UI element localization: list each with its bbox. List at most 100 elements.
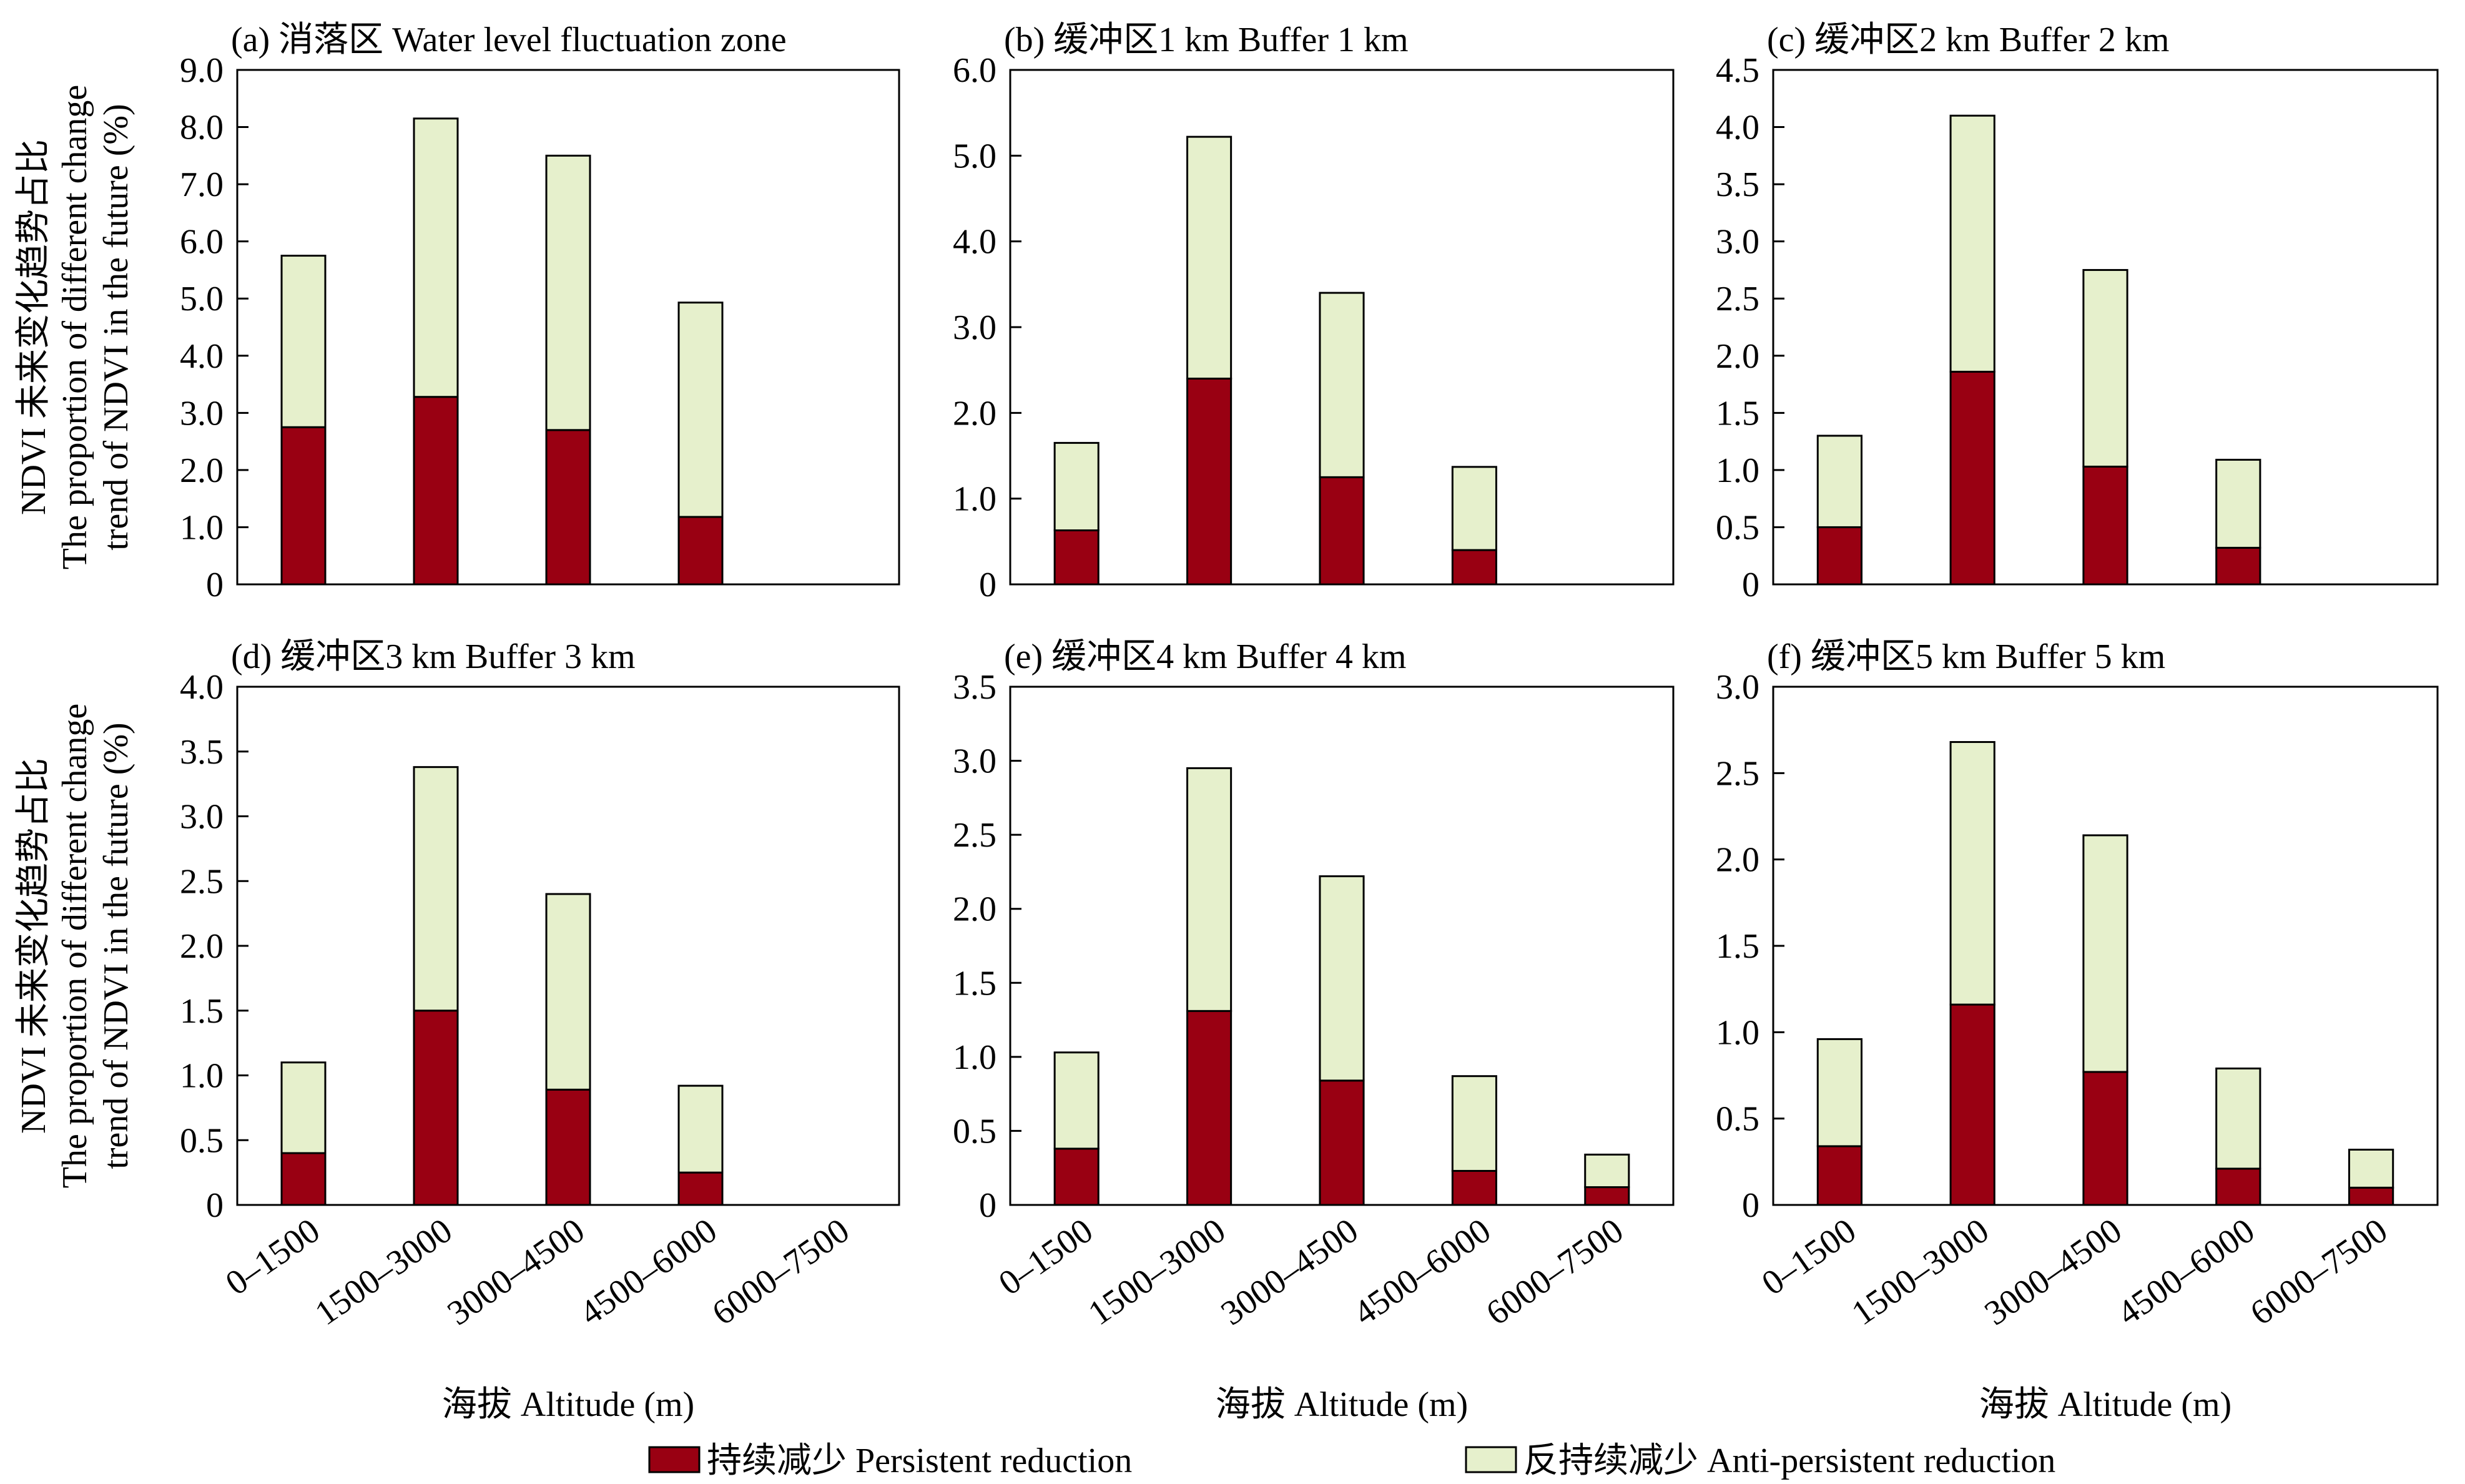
y-tick-label: 0.5 <box>953 1112 996 1151</box>
bar-persistent-reduction <box>1186 1010 1232 1206</box>
y-tick-label: 7.0 <box>180 165 224 204</box>
y-tick-label: 2.5 <box>1716 754 1759 793</box>
bar-persistent-reduction <box>2082 1071 2128 1206</box>
bar-anti-persistent-reduction <box>1319 292 1365 478</box>
legend-swatch <box>648 1446 701 1473</box>
bar-persistent-reduction <box>1949 370 1995 586</box>
chart-title: (d) 缓冲区3 km Buffer 3 km <box>231 637 636 676</box>
bar-anti-persistent-reduction <box>2082 268 2128 468</box>
bar-anti-persistent-reduction <box>1949 114 1995 373</box>
y-tick-label: 5.0 <box>180 280 224 318</box>
y-tick-label: 0.5 <box>180 1121 224 1160</box>
legend-swatch <box>1465 1446 1517 1473</box>
y-tick-label: 2.0 <box>1716 841 1759 880</box>
y-tick-label: 9.0 <box>180 51 224 90</box>
chart-panel-6: (f) 缓冲区5 km Buffer 5 km 0 0.5 1.0 1.5 2.0 2.5 3… <box>1716 637 2439 1424</box>
y-tick-label: 6.0 <box>180 223 224 262</box>
bar-persistent-reduction <box>677 516 724 586</box>
y-axis-label-line: trend of NDVI in the future (%) <box>97 722 135 1169</box>
y-tick-label: 1.5 <box>180 992 224 1031</box>
bar-persistent-reduction <box>1053 1147 1100 1206</box>
y-tick-label: 8.0 <box>180 109 224 147</box>
bar-anti-persistent-reduction <box>545 893 591 1091</box>
legend: 持续减少 Persistent reduction 反持续减少 Anti-pers… <box>648 1442 2055 1480</box>
y-tick-label: 3.0 <box>180 394 224 433</box>
bar-persistent-reduction <box>280 1152 327 1206</box>
bar-anti-persistent-reduction <box>2082 834 2128 1073</box>
bar-anti-persistent-reduction <box>413 766 459 1012</box>
chart-title: (c) 缓冲区2 km Buffer 2 km <box>1767 21 2169 59</box>
chart-title: (e) 缓冲区4 km Buffer 4 km <box>1004 637 1406 676</box>
y-tick-label: 5.0 <box>953 137 996 175</box>
chart-panel-5: (e) 缓冲区4 km Buffer 4 km 0 0.5 1.0 1.5 2.0 2.5 3… <box>953 637 1675 1424</box>
bar-anti-persistent-reduction <box>1451 466 1497 551</box>
bar-anti-persistent-reduction <box>1186 135 1232 380</box>
bar-persistent-reduction <box>1451 1169 1497 1206</box>
y-tick-label: 0 <box>206 1186 224 1225</box>
bar-anti-persistent-reduction <box>413 117 459 398</box>
bar-anti-persistent-reduction <box>2215 1067 2261 1170</box>
x-tick-label: 3000–4500 <box>1977 1211 2128 1333</box>
bar-persistent-reduction <box>413 396 459 586</box>
y-axis-label-line: trend of NDVI in the future (%) <box>97 104 135 550</box>
y-tick-label: 1.0 <box>953 480 996 519</box>
bar-anti-persistent-reduction <box>1584 1153 1630 1189</box>
x-tick-label: 0–1500 <box>219 1211 327 1303</box>
bar-anti-persistent-reduction <box>677 1084 724 1174</box>
bar-anti-persistent-reduction <box>2348 1148 2394 1189</box>
x-tick-label: 6000–7500 <box>705 1211 856 1333</box>
y-tick-label: 1.0 <box>953 1038 996 1077</box>
x-tick-label: 0–1500 <box>991 1211 1100 1303</box>
y-tick-label: 3.0 <box>180 798 224 837</box>
bar-persistent-reduction <box>1319 476 1365 586</box>
y-tick-label: 1.0 <box>1716 451 1759 490</box>
bar-persistent-reduction <box>545 1088 591 1206</box>
x-tick-label: 1500–3000 <box>1081 1211 1232 1333</box>
y-axis-label-line: The proportion of different change <box>56 85 94 569</box>
chart-title: (a) 消落区 Water level fluctuation zone <box>231 21 787 59</box>
y-tick-label: 3.5 <box>1716 165 1759 204</box>
bar-persistent-reduction <box>2215 1167 2261 1206</box>
bar-persistent-reduction <box>1816 1145 1863 1206</box>
y-tick-label: 2.0 <box>953 890 996 929</box>
x-tick-label: 3000–4500 <box>1214 1211 1365 1333</box>
y-tick-label: 3.0 <box>1716 223 1759 262</box>
bar-persistent-reduction <box>1451 549 1497 586</box>
y-tick-label: 4.0 <box>1716 109 1759 147</box>
y-axis-label-line: NDVI 未来变化趋势占比 <box>14 139 53 515</box>
bar-anti-persistent-reduction <box>1053 1051 1100 1150</box>
y-tick-label: 6.0 <box>953 51 996 90</box>
y-tick-label: 0 <box>979 566 996 604</box>
y-tick-label: 1.0 <box>180 1057 224 1096</box>
y-tick-label: 0 <box>1742 566 1759 604</box>
y-tick-label: 2.5 <box>180 862 224 901</box>
y-tick-label: 1.0 <box>1716 1013 1759 1052</box>
x-axis-label: 海拔 Altitude (m) <box>1979 1385 2231 1424</box>
y-tick-label: 0 <box>206 566 224 604</box>
x-tick-label: 6000–7500 <box>1479 1211 1630 1333</box>
y-tick-label: 3.0 <box>953 742 996 781</box>
chart-title: (f) 缓冲区5 km Buffer 5 km <box>1767 637 2165 676</box>
bar-anti-persistent-reduction <box>280 1061 327 1154</box>
chart-title: (b) 缓冲区1 km Buffer 1 km <box>1004 21 1409 59</box>
chart-panel-2: (b) 缓冲区1 km Buffer 1 km 0 1.0 2.0 3.0 4.0 5.0 6… <box>953 21 1675 604</box>
y-tick-label: 4.0 <box>180 337 224 376</box>
x-tick-label: 1500–3000 <box>308 1211 459 1333</box>
bar-anti-persistent-reduction <box>677 302 724 518</box>
y-tick-label: 2.5 <box>953 816 996 855</box>
x-tick-label: 6000–7500 <box>2243 1211 2394 1333</box>
y-tick-label: 2.0 <box>180 451 224 490</box>
y-axis-label-line: The proportion of different change <box>56 704 94 1188</box>
y-tick-label: 2.0 <box>180 927 224 966</box>
bar-anti-persistent-reduction <box>1816 435 1863 528</box>
y-tick-label: 0 <box>1742 1186 1759 1225</box>
bar-anti-persistent-reduction <box>280 255 327 428</box>
chart-panel-4: (d) 缓冲区3 km Buffer 3 km 0 0.5 1.0 1.5 2.0 2.5 3… <box>14 637 900 1424</box>
bar-anti-persistent-reduction <box>545 154 591 431</box>
y-tick-label: 1.5 <box>1716 394 1759 433</box>
x-tick-label: 0–1500 <box>1755 1211 1863 1303</box>
bar-anti-persistent-reduction <box>1186 767 1232 1012</box>
bar-anti-persistent-reduction <box>2215 458 2261 549</box>
legend-label: 持续减少 Persistent reduction <box>707 1442 1132 1480</box>
